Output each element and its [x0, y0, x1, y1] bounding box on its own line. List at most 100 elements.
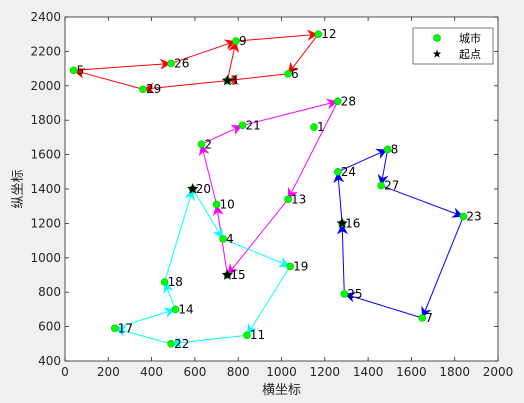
- route-3: [114, 188, 291, 349]
- y-tick-label: 1200: [30, 216, 61, 230]
- route-segment: [222, 238, 291, 268]
- y-tick-label: 1400: [30, 182, 61, 196]
- x-tick-label: 600: [183, 365, 206, 379]
- x-tick-label: 200: [97, 365, 120, 379]
- city-label-18: 18: [168, 275, 183, 289]
- city-label-6: 6: [291, 67, 299, 81]
- city-label-17: 17: [118, 321, 133, 335]
- city-point-21: [238, 121, 247, 130]
- city-label-13: 13: [291, 192, 306, 206]
- city-point-29: [139, 85, 147, 94]
- city-point-14: [171, 305, 180, 314]
- x-tick-label: 1400: [353, 365, 384, 379]
- x-tick-label: 2000: [483, 365, 514, 379]
- route-segment: [73, 67, 144, 90]
- route-segment: [344, 291, 423, 319]
- y-tick-label: 2000: [30, 79, 61, 93]
- city-point-22: [167, 339, 175, 348]
- city-label-25: 25: [347, 287, 362, 301]
- x-tick-label: 0: [61, 365, 69, 379]
- route-segment: [201, 124, 243, 145]
- y-tick-label: 400: [38, 354, 61, 368]
- city-label-2: 2: [204, 137, 212, 151]
- points-layer: [69, 30, 468, 348]
- city-label-5: 5: [77, 63, 85, 77]
- x-tick-label: 1200: [310, 365, 341, 379]
- city-label-22: 22: [174, 337, 189, 351]
- city-label-19: 19: [293, 259, 308, 273]
- route-segment: [246, 266, 291, 336]
- start-point-star-15: [221, 269, 234, 280]
- route-2: [198, 98, 339, 276]
- route-segment: [142, 80, 228, 94]
- city-label-14: 14: [178, 302, 193, 316]
- route-segment: [235, 29, 319, 42]
- city-label-12: 12: [321, 27, 336, 41]
- city-point-9: [232, 37, 240, 45]
- x-tick-label: 1600: [396, 365, 427, 379]
- city-label-21: 21: [246, 118, 261, 132]
- city-point-24: [333, 168, 342, 176]
- route-segment: [163, 281, 176, 310]
- city-label-10: 10: [220, 197, 235, 211]
- route-4: [333, 148, 464, 319]
- city-label-20: 20: [196, 182, 211, 196]
- route-segment: [333, 171, 345, 224]
- city-point-25: [340, 290, 349, 298]
- route-segment: [287, 101, 339, 200]
- route-segment: [73, 58, 172, 71]
- route-segment: [421, 216, 464, 319]
- y-tick-label: 2400: [30, 10, 61, 24]
- city-point-12: [314, 30, 323, 39]
- route-segment: [377, 149, 389, 186]
- start-point-star-3: [221, 74, 234, 86]
- y-tick-label: 800: [38, 285, 61, 299]
- route-1: [73, 29, 319, 94]
- route-segment: [380, 185, 464, 218]
- city-point-23: [459, 212, 468, 221]
- city-point-27: [377, 181, 385, 190]
- route-segment: [336, 223, 348, 294]
- route-segment: [114, 325, 172, 345]
- city-label-7: 7: [425, 311, 433, 325]
- legend-start-marker: [432, 49, 442, 58]
- route-segment: [337, 148, 388, 173]
- route-segment: [227, 73, 289, 85]
- city-point-2: [197, 140, 206, 149]
- route-segment: [198, 144, 218, 205]
- y-axis-label: 纵坐标: [11, 169, 26, 208]
- city-label-24: 24: [341, 165, 356, 179]
- y-tick-label: 1800: [30, 113, 61, 127]
- start-point-star-16: [336, 217, 348, 229]
- city-label-8: 8: [391, 142, 399, 156]
- city-point-5: [69, 66, 78, 75]
- city-label-28: 28: [341, 94, 356, 108]
- city-label-4: 4: [226, 232, 234, 246]
- y-tick-label: 1000: [30, 251, 61, 265]
- city-point-1: [310, 123, 318, 131]
- city-label-9: 9: [239, 34, 247, 48]
- city-label-16: 16: [345, 216, 360, 230]
- y-tick-label: 1600: [30, 148, 61, 162]
- city-point-6: [284, 69, 292, 78]
- x-tick-label: 400: [140, 365, 163, 379]
- ticks-layer: 0 200 400 600 800 1000 1200 1400 1600 1800 2000 400…: [30, 10, 513, 379]
- y-tick-label: 2200: [30, 44, 61, 58]
- city-point-13: [284, 195, 292, 204]
- city-label-11: 11: [250, 328, 265, 342]
- x-tick-label: 1000: [266, 365, 297, 379]
- city-point-26: [167, 59, 175, 68]
- x-axis-label: 横坐标: [262, 383, 301, 398]
- city-label-23: 23: [466, 210, 481, 224]
- legend-city-marker: [433, 34, 441, 42]
- city-point-18: [160, 278, 169, 286]
- city-point-17: [110, 324, 119, 333]
- route-segment: [114, 307, 176, 329]
- city-point-28: [333, 97, 342, 106]
- route-segment: [226, 199, 289, 276]
- route-segment: [287, 33, 319, 75]
- legend-label: 起点: [459, 48, 481, 61]
- x-tick-label: 800: [227, 365, 250, 379]
